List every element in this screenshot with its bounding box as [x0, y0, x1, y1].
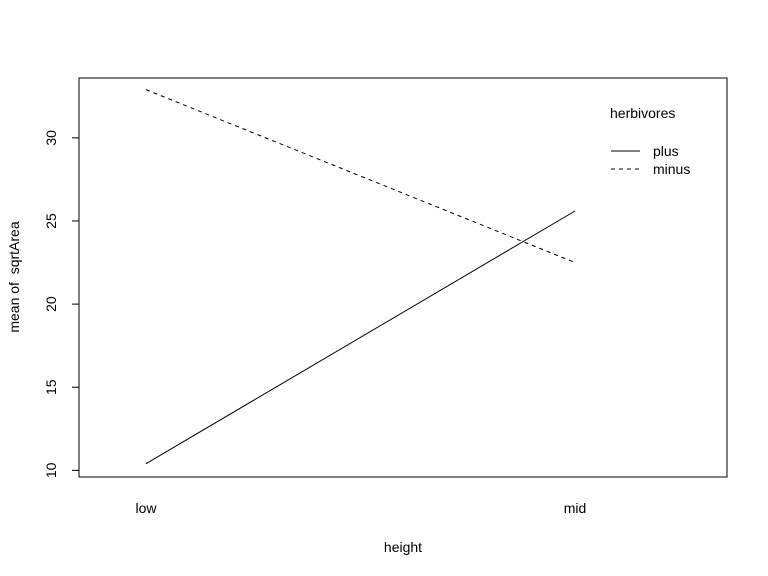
- series-line-plus: [145, 210, 576, 465]
- legend-label-minus: minus: [653, 161, 690, 177]
- series-line-minus: [145, 89, 576, 264]
- legend-label-plus: plus: [653, 143, 679, 159]
- x-tick-label: mid: [564, 500, 587, 516]
- y-axis-label: mean of sqrtArea: [6, 221, 22, 332]
- legend: herbivores plus minus: [610, 105, 690, 177]
- x-axis-tick-labels: low mid: [135, 500, 586, 516]
- y-tick-label: 20: [43, 296, 59, 312]
- plot-frame: [78, 77, 728, 478]
- y-tick-label: 30: [43, 130, 59, 146]
- y-axis: 10 15 20 25 30: [43, 130, 80, 478]
- y-tick-label: 25: [43, 213, 59, 229]
- x-tick-label: low: [135, 500, 157, 516]
- y-tick-label: 15: [43, 379, 59, 395]
- y-tick-label: 10: [43, 462, 59, 478]
- x-axis-label: height: [384, 539, 422, 555]
- legend-title: herbivores: [610, 105, 675, 121]
- series-layer: [145, 89, 576, 465]
